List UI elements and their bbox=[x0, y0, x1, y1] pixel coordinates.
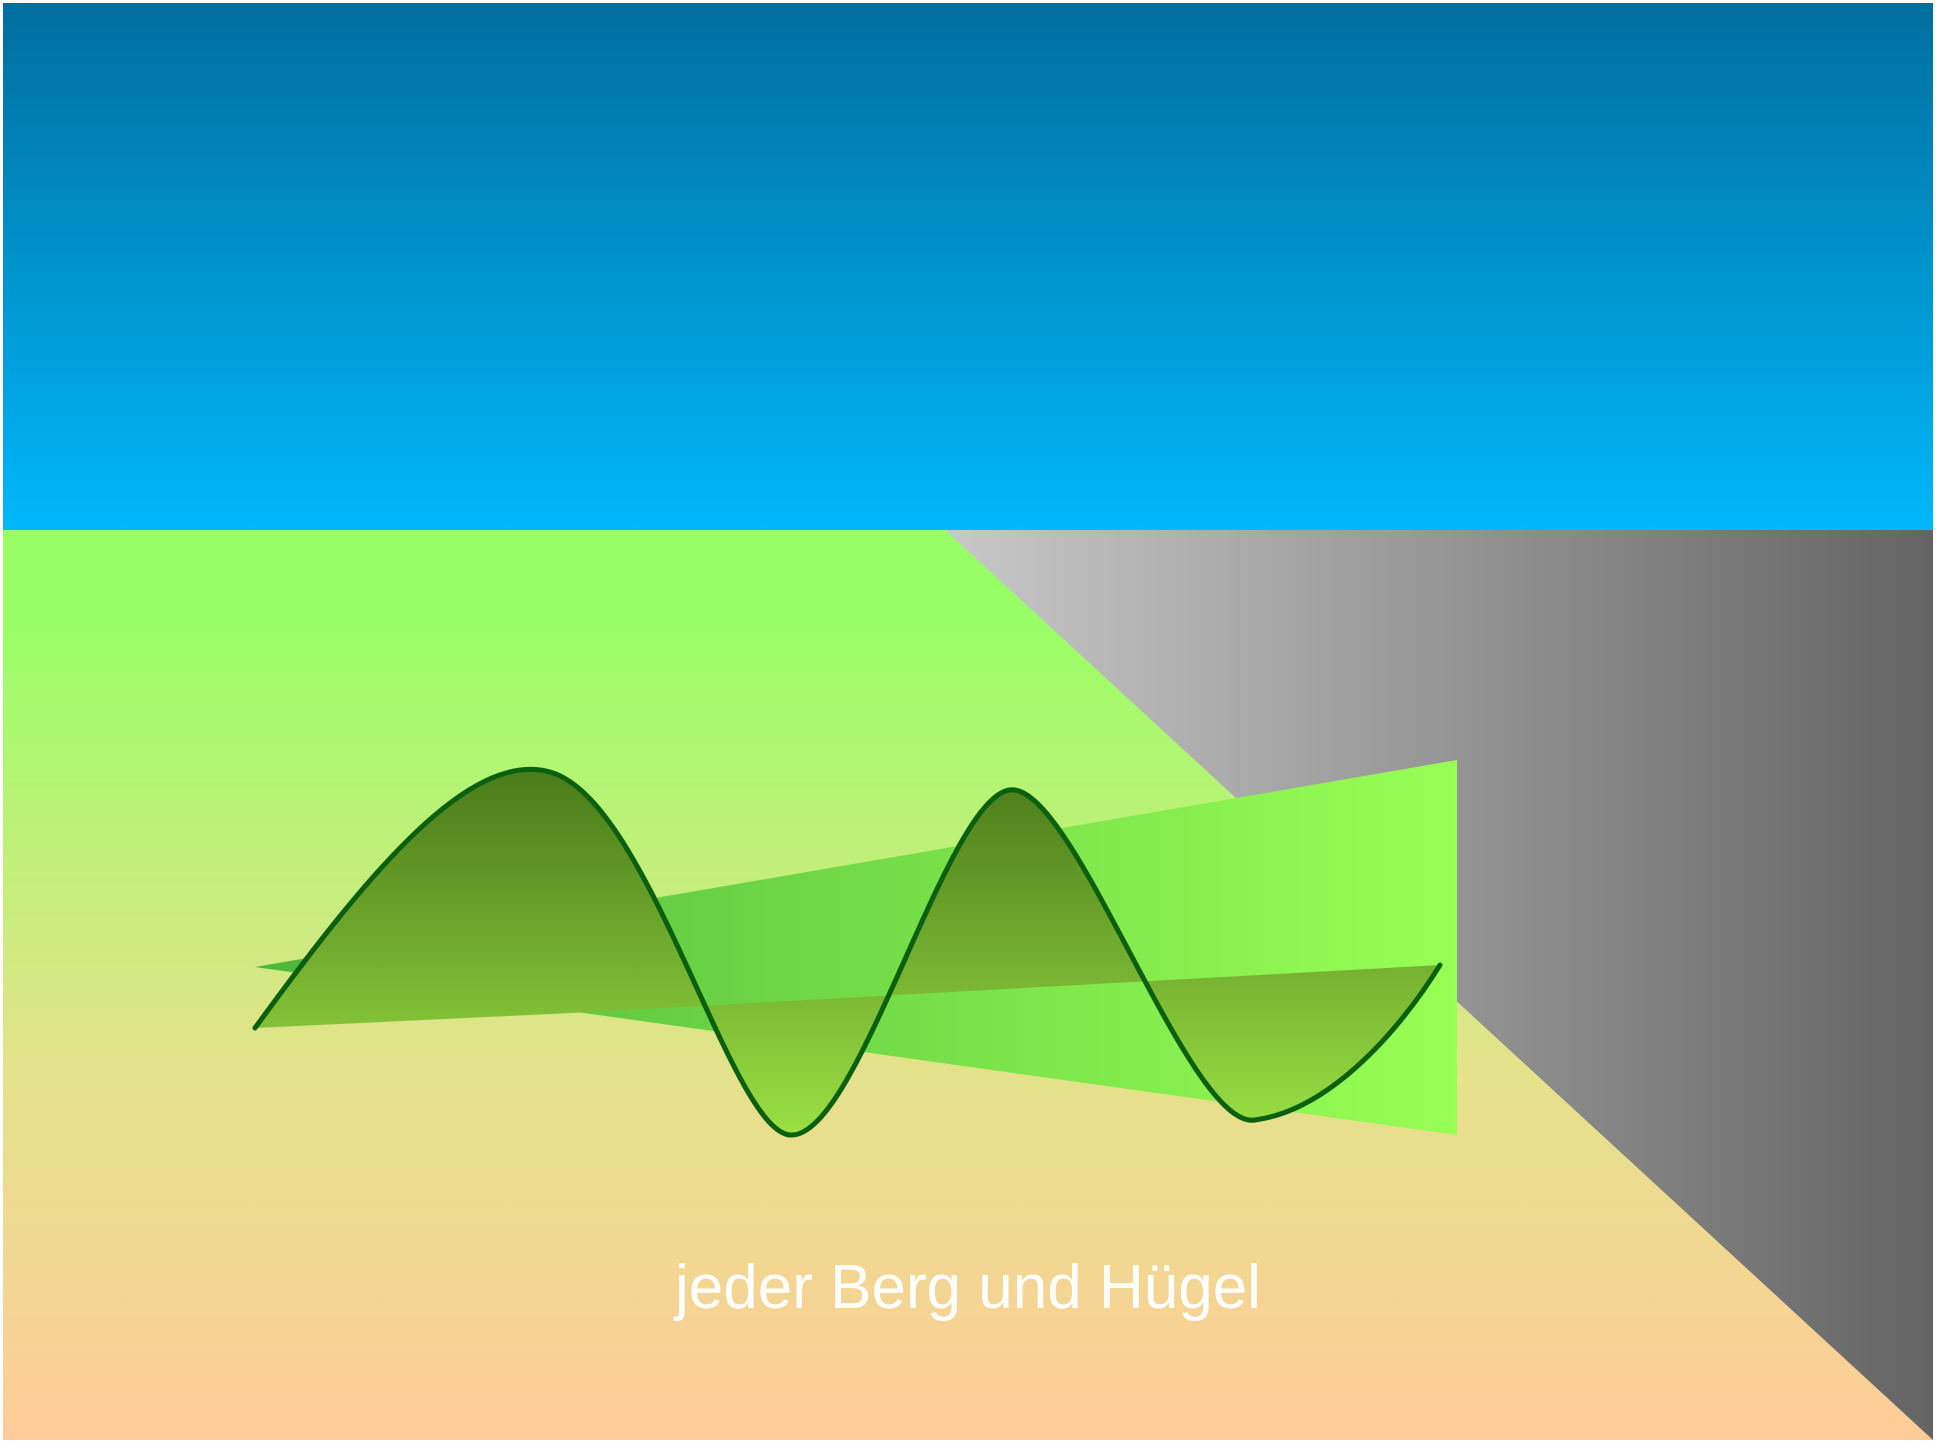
ribbon bbox=[255, 760, 1457, 1135]
hills bbox=[255, 769, 1440, 1136]
hills-outline bbox=[252, 766, 1443, 1138]
sky bbox=[3, 3, 1933, 530]
caption: jeder Berg und Hügel bbox=[673, 1253, 1261, 1322]
